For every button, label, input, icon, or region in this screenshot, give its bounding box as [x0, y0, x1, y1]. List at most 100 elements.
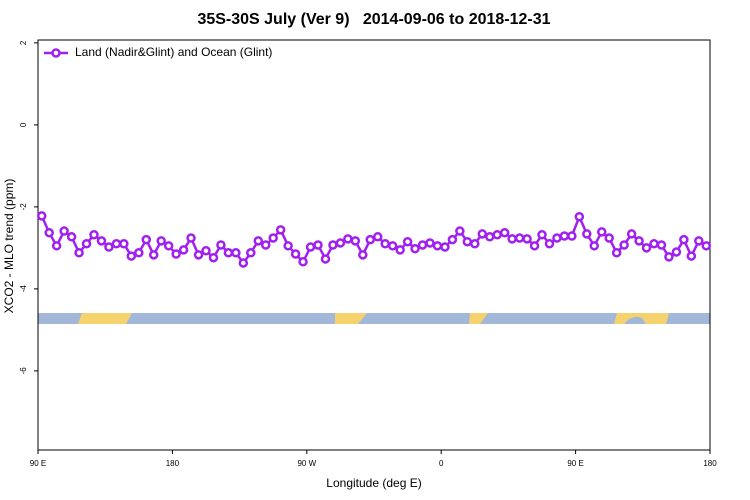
- data-point: [208, 252, 219, 263]
- data-point: [544, 239, 555, 249]
- x-tick-label: 180: [166, 459, 180, 468]
- x-axis-label: Longitude (deg E): [326, 476, 421, 490]
- data-point: [51, 241, 62, 251]
- data-point: [178, 245, 189, 255]
- data-point: [74, 248, 84, 258]
- data-point: [596, 227, 607, 237]
- data-point: [156, 236, 166, 246]
- x-tick-label: 90 E: [567, 459, 583, 468]
- x-tick-label: 90 E: [30, 459, 46, 468]
- data-point: [253, 236, 264, 246]
- data-point: [499, 227, 510, 238]
- y-tick-label: -4: [19, 285, 28, 293]
- legend-marker: [51, 48, 61, 58]
- data-point: [268, 233, 278, 243]
- data-point: [380, 239, 390, 249]
- data-point: [432, 241, 443, 251]
- data-point: [81, 239, 92, 249]
- data-point: [574, 211, 585, 222]
- data-point: [701, 241, 712, 251]
- data-point: [350, 236, 361, 246]
- data-point: [246, 248, 256, 258]
- data-point: [260, 240, 271, 250]
- data-point: [111, 239, 122, 249]
- data-point: [343, 234, 353, 244]
- data-point: [163, 241, 174, 251]
- y-tick-label: -2: [19, 203, 28, 211]
- data-point: [89, 230, 99, 240]
- data-point: [231, 248, 241, 258]
- data-point: [216, 240, 226, 250]
- data-point: [664, 252, 674, 262]
- data-point: [686, 251, 697, 261]
- data-point: [656, 240, 667, 250]
- data-point: [186, 233, 196, 243]
- data-point: [298, 257, 308, 267]
- data-point: [238, 258, 249, 268]
- data-point: [335, 238, 346, 248]
- data-point: [119, 239, 129, 249]
- data-point: [582, 229, 592, 239]
- data-point: [679, 234, 689, 245]
- y-tick-label: -6: [19, 367, 28, 375]
- plot-frame: [37, 39, 711, 451]
- data-point: [552, 233, 562, 243]
- data-point: [402, 236, 413, 247]
- data-point: [425, 238, 435, 248]
- data-point: [36, 211, 47, 221]
- data-point: [372, 232, 383, 242]
- data-point: [201, 245, 211, 256]
- data-point: [148, 250, 159, 260]
- data-point: [641, 243, 652, 253]
- data-point: [649, 239, 659, 249]
- data-point: [66, 232, 77, 242]
- x-tick-label: 180: [703, 459, 717, 468]
- data-point: [567, 231, 577, 241]
- data-point: [477, 229, 488, 239]
- data-point: [514, 233, 525, 243]
- data-point: [141, 234, 152, 245]
- x-tick-label: 0: [439, 459, 444, 468]
- data-point: [537, 230, 547, 240]
- legend-label: Land (Nadir&Glint) and Ocean (Glint): [75, 45, 272, 59]
- data-point: [634, 236, 644, 246]
- data-point: [387, 241, 398, 251]
- data-point: [492, 230, 502, 240]
- chart-title: 35S-30S July (Ver 9) 2014-09-06 to 2018-…: [197, 11, 550, 28]
- data-point: [507, 234, 517, 244]
- data-point: [193, 250, 204, 260]
- data-point: [328, 240, 338, 250]
- data-point: [126, 251, 137, 261]
- data-point: [275, 225, 286, 235]
- data-point: [626, 229, 637, 239]
- data-point: [559, 231, 570, 241]
- y-tick-label: 2: [19, 40, 28, 45]
- x-tick-label: 90 W: [297, 459, 316, 468]
- data-point: [529, 241, 540, 251]
- y-axis-label: XCO2 - MLO trend (ppm): [2, 179, 16, 314]
- data-point: [305, 242, 316, 252]
- data-point: [283, 241, 293, 251]
- data-point: [395, 245, 405, 255]
- data-point: [44, 227, 54, 238]
- data-point: [671, 247, 682, 257]
- data-point: [440, 242, 450, 252]
- data-point: [313, 240, 323, 250]
- data-point: [447, 234, 458, 245]
- data-point: [410, 243, 420, 254]
- data-point: [604, 233, 614, 243]
- data-point: [589, 241, 600, 251]
- data-point: [96, 236, 107, 246]
- data-point: [417, 240, 428, 250]
- data-point: [320, 254, 331, 264]
- data-point: [619, 240, 629, 250]
- data-point: [484, 232, 495, 242]
- data-point: [171, 249, 181, 259]
- data-point: [694, 236, 704, 246]
- data-point: [462, 236, 473, 247]
- data-point: [455, 226, 465, 236]
- data-point: [611, 248, 622, 258]
- y-tick-label: 0: [19, 122, 28, 127]
- data-point: [223, 248, 234, 258]
